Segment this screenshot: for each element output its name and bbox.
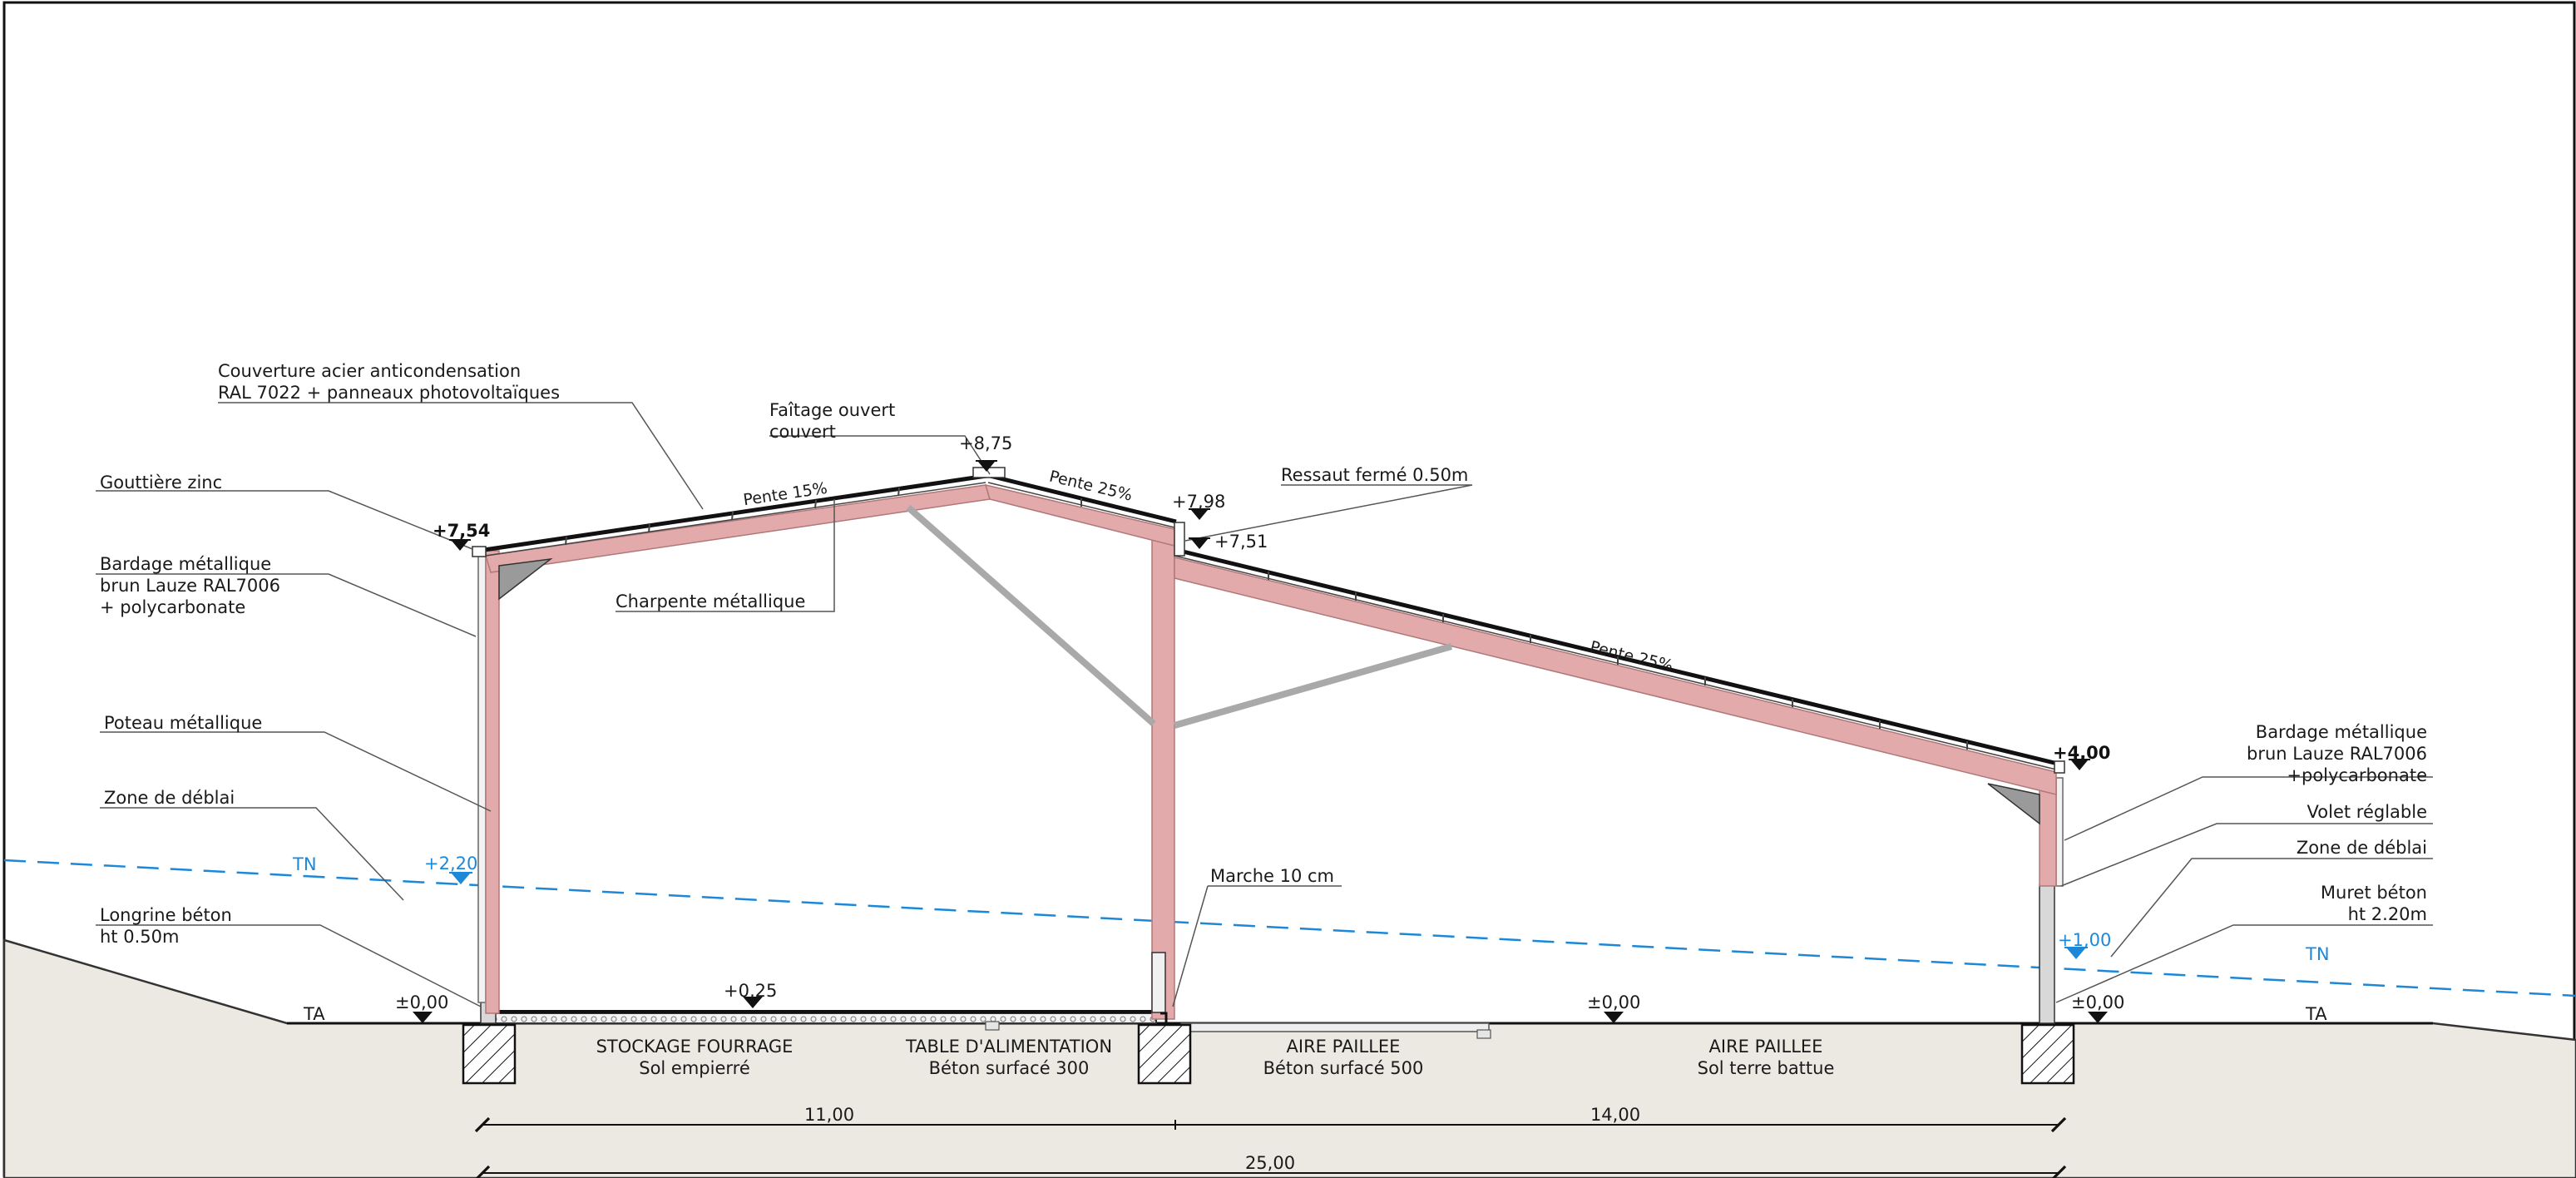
footing-right	[2020, 1023, 2075, 1085]
roof-sheet-left	[483, 473, 987, 552]
level-triangles	[413, 462, 2108, 1023]
tn-triangles	[452, 874, 2085, 959]
ta-label-right: TA	[2305, 1004, 2327, 1024]
zone-2-sub: Béton surfacé 300	[929, 1058, 1090, 1078]
label-longrine-2: ht 0.50m	[100, 927, 179, 947]
dim-span-left: 11,00	[804, 1105, 854, 1125]
haunch-left	[498, 557, 553, 601]
rafter-right	[1174, 557, 2057, 795]
level-eave-left: +7,54	[433, 521, 490, 541]
step-profile	[1160, 1012, 1174, 1025]
label-couverture-2: RAL 7022 + panneaux photovoltaïques	[218, 383, 560, 403]
level-floor-feed: +0,25	[724, 981, 777, 1001]
roof-sheet-right-under	[1174, 555, 2057, 770]
level-step-top: +7,98	[1172, 492, 1225, 512]
leader-lines	[96, 402, 2433, 1007]
brace-right	[1173, 643, 1453, 729]
column-mid	[1151, 536, 1175, 1020]
zone-1-sub: Sol empierré	[639, 1058, 750, 1078]
level-bars	[449, 460, 2090, 760]
label-gouttiere: Gouttière zinc	[100, 473, 222, 492]
level-eave-right: +4,00	[2053, 743, 2110, 763]
zone-3-name: AIRE PAILLEE	[1287, 1037, 1401, 1057]
roof-sheet-left-under	[485, 482, 986, 557]
zone-4-name: AIRE PAILLEE	[1709, 1037, 1823, 1057]
label-faitage-1: Faîtage ouvert	[769, 400, 895, 420]
level-step-bottom: +7,51	[1214, 532, 1268, 552]
haunch-right	[1987, 783, 2040, 825]
brace-left	[906, 504, 1156, 727]
feed-step	[1151, 952, 1166, 1013]
cladding-right	[2055, 777, 2064, 887]
zone-4-sub: Sol terre battue	[1698, 1058, 1835, 1078]
tn-line	[3, 859, 2576, 997]
dimension-lines	[474, 1116, 2067, 1178]
gutter-right	[2054, 760, 2065, 774]
gravel-slab	[494, 1012, 1157, 1024]
label-muret-2: ht 2.20m	[2348, 904, 2427, 924]
label-poteau: Poteau métallique	[104, 713, 262, 733]
ressaut-box	[1174, 522, 1185, 557]
tn-label-left: TN	[292, 854, 317, 874]
label-deblai-right: Zone de déblai	[2297, 838, 2427, 858]
label-muret-1: Muret béton	[2321, 883, 2427, 903]
label-bardage-right-2: brun Lauze RAL7006	[2247, 744, 2427, 764]
cladding-left	[477, 552, 487, 1003]
gutter-left	[472, 546, 487, 557]
roof-sheet-mid	[989, 473, 1177, 524]
level-floor-right: ±0,00	[2071, 992, 2124, 1012]
level-floor-left: ±0,00	[395, 992, 448, 1012]
label-volet: Volet réglable	[2307, 802, 2427, 822]
label-bardage-right-3: +polycarbonate	[2287, 765, 2427, 785]
slab-edge-2	[1476, 1029, 1491, 1039]
zone-2-name: TABLE D'ALIMENTATION	[905, 1037, 1112, 1057]
rafter-left	[485, 484, 991, 573]
label-bardage-left-2: brun Lauze RAL7006	[100, 576, 280, 596]
footing-left	[462, 1023, 517, 1085]
level-tn-left: +2,20	[424, 854, 477, 874]
level-floor-mid: ±0,00	[1587, 992, 1640, 1012]
slab-edge-1	[985, 1021, 1000, 1031]
tn-label-right: TN	[2305, 944, 2330, 964]
label-deblai-left: Zone de déblai	[104, 788, 235, 808]
dim-span-right: 14,00	[1590, 1105, 1640, 1125]
label-charpente: Charpente métallique	[616, 591, 805, 611]
label-bardage-right-1: Bardage métallique	[2256, 722, 2427, 742]
concrete-slab	[1180, 1022, 1490, 1032]
purlins	[565, 487, 1968, 750]
label-bardage-left-3: + polycarbonate	[100, 597, 245, 617]
label-couverture-1: Couverture acier anticondensation	[218, 361, 521, 381]
level-tn-right: +1,00	[2058, 930, 2111, 950]
tn-bars	[449, 872, 2088, 948]
label-longrine-1: Longrine béton	[100, 905, 232, 925]
column-left	[485, 550, 500, 1014]
zone-1-name: STOCKAGE FOURRAGE	[596, 1037, 794, 1057]
ta-label-left: TA	[303, 1004, 325, 1024]
label-faitage-2: couvert	[769, 422, 836, 442]
label-marche: Marche 10 cm	[1210, 866, 1334, 886]
zone-3-sub: Béton surfacé 500	[1263, 1058, 1424, 1078]
muret-right	[2039, 884, 2055, 1024]
level-ridge: +8,75	[959, 433, 1012, 453]
label-bardage-left-1: Bardage métallique	[100, 554, 271, 574]
footing-mid	[1137, 1023, 1192, 1085]
dim-total: 25,00	[1245, 1153, 1295, 1173]
label-ressaut: Ressaut fermé 0.50m	[1281, 465, 1468, 485]
